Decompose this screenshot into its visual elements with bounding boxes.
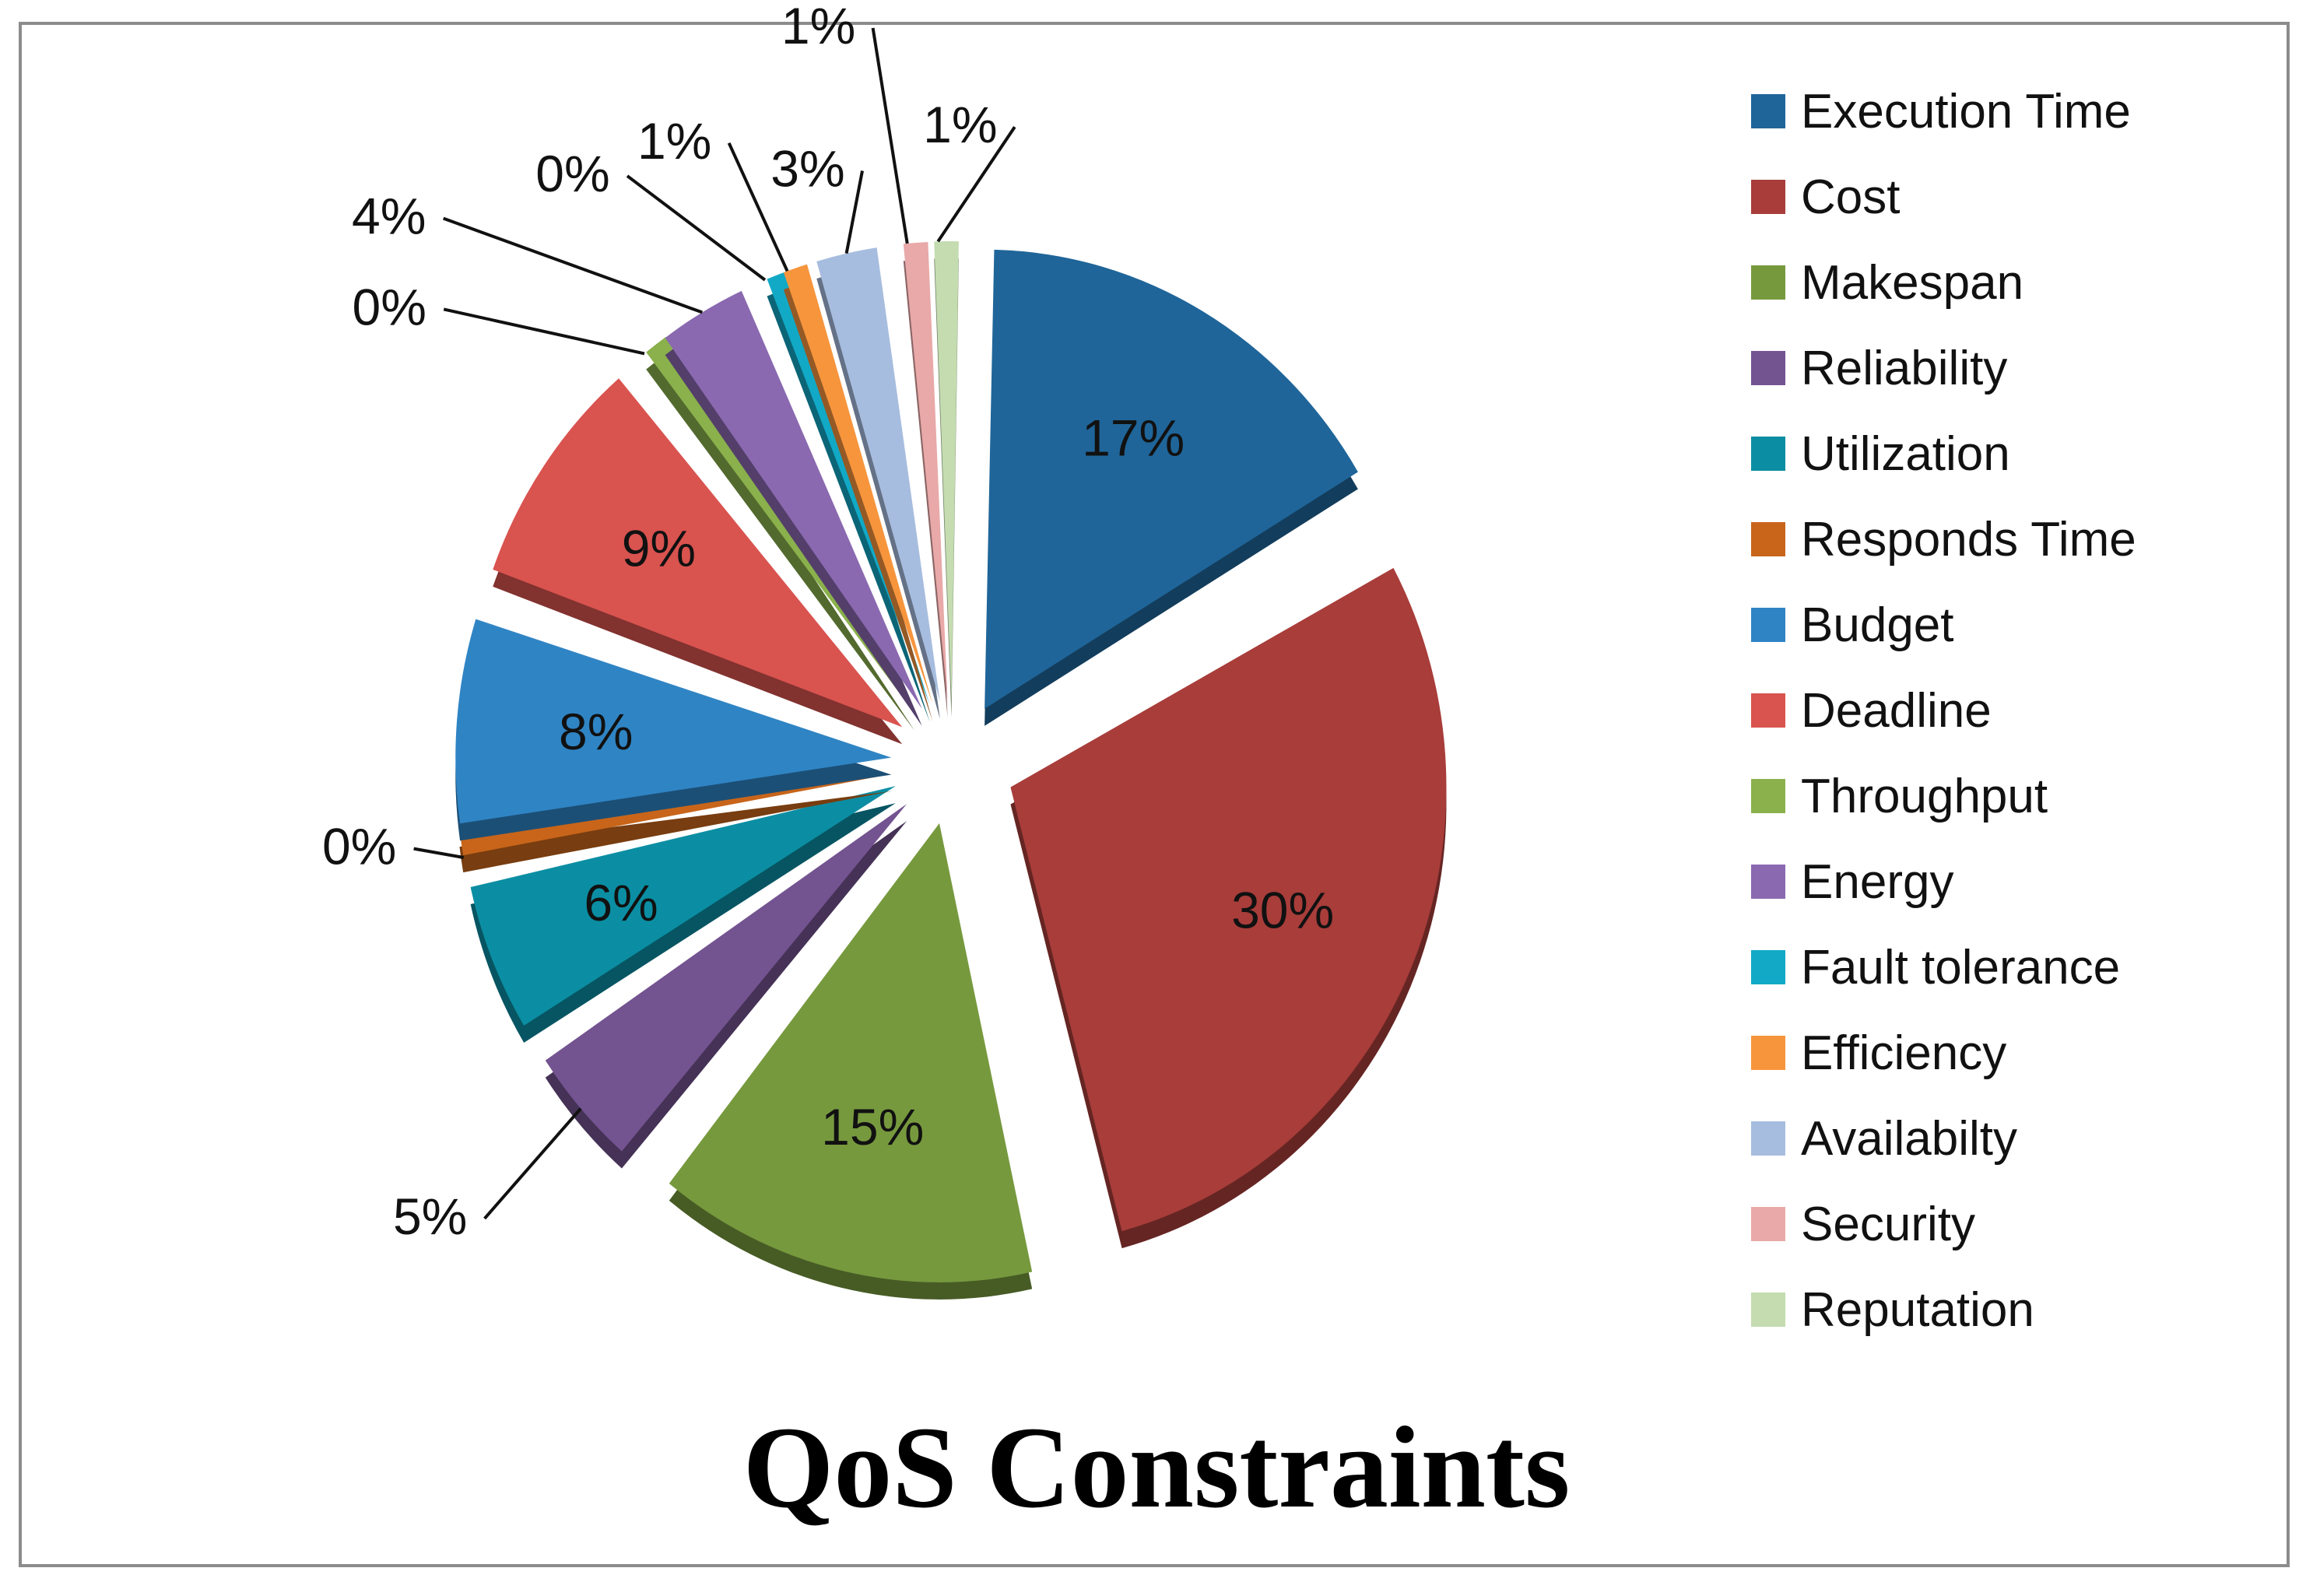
- legend-label: Throughput: [1801, 769, 2048, 823]
- pie-slice-side: [767, 287, 930, 722]
- legend-swatch: [1751, 1121, 1785, 1156]
- leader-line: [443, 216, 703, 314]
- legend-swatch: [1751, 1293, 1785, 1327]
- pie-slice: [767, 270, 930, 705]
- legend-swatch: [1751, 265, 1785, 300]
- slice-data-label: 0%: [353, 278, 426, 335]
- pie-slice-side: [783, 281, 933, 721]
- pie-slice: [934, 241, 959, 701]
- pie-slice: [665, 290, 922, 709]
- pie-slice: [783, 264, 933, 704]
- pie-slice: [493, 378, 903, 728]
- pie-slice: [455, 619, 892, 824]
- legend-label: Availabilty: [1801, 1111, 2018, 1166]
- legend-swatch: [1751, 94, 1785, 128]
- legend-label: Budget: [1801, 598, 1954, 652]
- legend-swatch: [1751, 1036, 1785, 1070]
- pie-slice: [646, 336, 915, 714]
- leader-line: [483, 1107, 582, 1220]
- leader-line: [844, 170, 864, 254]
- legend-item: Execution Time: [1751, 68, 2136, 154]
- slice-data-label: 6%: [584, 874, 658, 931]
- slice-data-label: 0%: [535, 145, 609, 202]
- slice-data-label: 4%: [352, 188, 426, 245]
- legend-swatch: [1751, 779, 1785, 813]
- legend-item: Efficiency: [1751, 1010, 2136, 1096]
- legend-swatch: [1751, 180, 1785, 214]
- leader-line: [443, 307, 645, 356]
- pie-slice: [470, 786, 896, 1026]
- legend-label: Reputation: [1801, 1282, 2034, 1337]
- pie-slices: [455, 241, 1447, 1300]
- slice-data-label: 1%: [781, 0, 855, 54]
- legend-swatch: [1751, 865, 1785, 899]
- legend-label: Energy: [1801, 854, 1954, 909]
- pie-slice: [985, 249, 1358, 709]
- slice-data-label: 9%: [622, 520, 696, 577]
- legend-item: Makespan: [1751, 240, 2136, 325]
- pie-slice-side: [903, 258, 948, 718]
- legend-item: Energy: [1751, 839, 2136, 924]
- legend-swatch: [1751, 351, 1785, 385]
- pie-slice: [903, 241, 948, 701]
- legend-item: Responds Time: [1751, 496, 2136, 582]
- legend-item: Security: [1751, 1181, 2136, 1267]
- slice-data-label: 5%: [393, 1187, 467, 1245]
- legend-swatch: [1751, 522, 1785, 556]
- legend: Execution Time Cost Makespan Reliability Uti…: [1751, 68, 2136, 1352]
- legend-item: Reliability: [1751, 325, 2136, 411]
- slice-data-label: 1%: [637, 112, 711, 170]
- leader-lines: [413, 27, 1016, 1220]
- legend-item: Availabilty: [1751, 1096, 2136, 1181]
- legend-label: Makespan: [1801, 255, 2024, 310]
- slice-data-label: 8%: [559, 703, 633, 760]
- pie-slice-side: [459, 791, 893, 873]
- leader-line: [871, 27, 909, 244]
- legend-label: Responds Time: [1801, 512, 2136, 566]
- legend-label: Cost: [1801, 170, 1901, 224]
- legend-swatch: [1751, 1207, 1785, 1241]
- legend-item: Reputation: [1751, 1267, 2136, 1352]
- leader-line: [626, 174, 767, 282]
- legend-item: Throughput: [1751, 753, 2136, 839]
- legend-label: Utilization: [1801, 426, 2010, 481]
- leader-line: [936, 126, 1016, 243]
- legend-item: Budget: [1751, 582, 2136, 668]
- pie-slice-side: [816, 265, 940, 719]
- slice-data-label: 17%: [1082, 409, 1185, 467]
- legend-label: Efficiency: [1801, 1026, 2007, 1080]
- legend-label: Fault tolerance: [1801, 940, 2121, 994]
- legend-item: Utilization: [1751, 411, 2136, 496]
- legend-swatch: [1751, 693, 1785, 728]
- pie-slice: [1010, 567, 1447, 1232]
- pie-slice: [669, 823, 1033, 1282]
- leader-line: [413, 847, 465, 859]
- pie-slice: [459, 773, 893, 856]
- chart-title: QoS Constraints: [742, 1403, 1571, 1532]
- slice-data-label: 15%: [821, 1098, 924, 1156]
- legend-swatch: [1751, 950, 1785, 984]
- legend-item: Fault tolerance: [1751, 924, 2136, 1010]
- legend-label: Deadline: [1801, 683, 1992, 738]
- legend-swatch: [1751, 437, 1785, 471]
- slice-data-label: 30%: [1231, 882, 1334, 939]
- legend-label: Execution Time: [1801, 84, 2131, 139]
- slice-data-label: 1%: [923, 96, 997, 153]
- legend-swatch: [1751, 608, 1785, 642]
- pie-slice-side: [646, 353, 915, 731]
- legend-label: Security: [1801, 1197, 1975, 1251]
- slice-labels: 17% 30% 15% 5% 6% 0% 8% 9% 0% 4% 0% 1% 3% 1% 1%: [322, 0, 1334, 1245]
- slice-data-label: 0%: [322, 818, 396, 875]
- legend-item: Deadline: [1751, 668, 2136, 753]
- leader-line: [727, 142, 789, 272]
- slice-data-label: 3%: [770, 140, 844, 198]
- legend-label: Reliability: [1801, 341, 2008, 395]
- pie-slice: [816, 247, 940, 702]
- legend-item: Cost: [1751, 154, 2136, 240]
- pie-slice: [545, 804, 907, 1152]
